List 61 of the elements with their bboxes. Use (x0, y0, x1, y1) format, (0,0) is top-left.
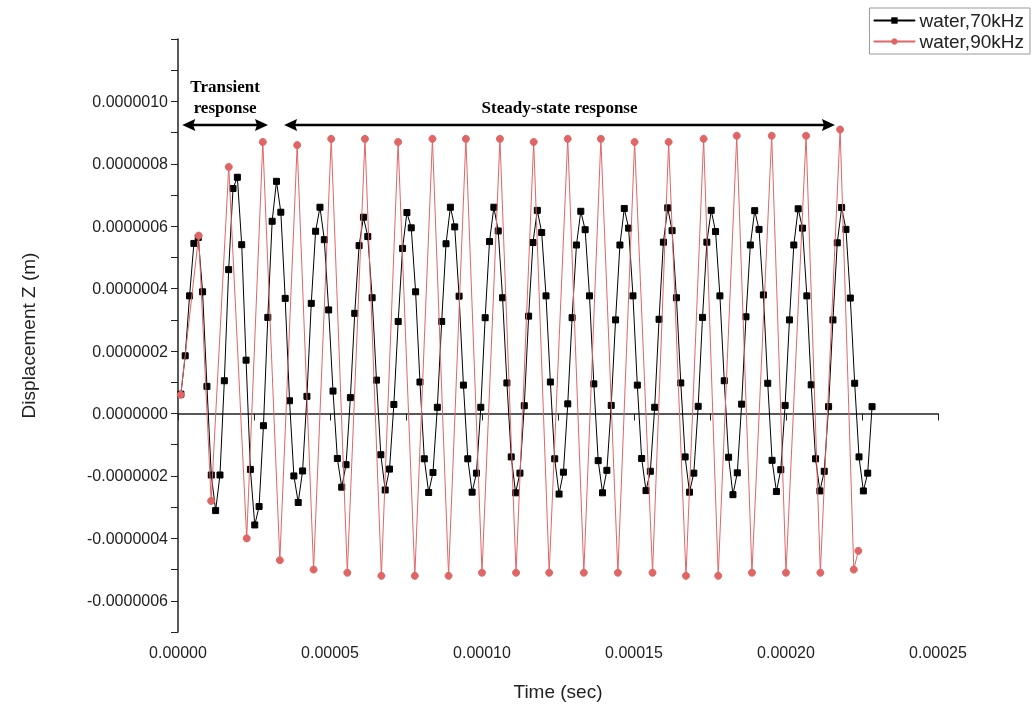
y-tick-label: 0.0000010 (92, 92, 169, 110)
point (613, 568, 622, 577)
point (699, 134, 708, 143)
point (782, 568, 790, 577)
legend-label: water,90kHz (918, 31, 1024, 52)
point (258, 138, 267, 146)
y-tick-label: 0.0000004 (92, 280, 169, 298)
y-tick-label: 0.0000008 (92, 155, 169, 173)
point (343, 568, 352, 577)
point (428, 134, 437, 143)
point (207, 496, 216, 505)
point (545, 568, 554, 577)
point (732, 131, 741, 140)
y-axis-title: Displacement Z (m) (18, 252, 39, 419)
point (836, 125, 845, 134)
point (410, 571, 419, 580)
point (377, 571, 386, 580)
point (293, 141, 302, 150)
x-tick-label: 0.00020 (757, 643, 816, 661)
point (309, 565, 318, 574)
point (681, 571, 690, 580)
point (478, 568, 486, 577)
point (648, 568, 657, 577)
point (563, 134, 572, 143)
x-tick-label: 0.00025 (909, 643, 968, 661)
point (767, 131, 776, 140)
point (360, 134, 369, 143)
point (242, 534, 251, 543)
point (664, 138, 673, 146)
annotation: Transient response (190, 76, 261, 117)
point (802, 131, 811, 140)
x-axis-title: Time (sec) (513, 681, 603, 702)
y-tick-label: -0.0000002 (87, 467, 169, 485)
point (714, 571, 723, 580)
point (816, 568, 825, 577)
point (854, 546, 863, 555)
y-tick-label: 0.0000006 (92, 217, 169, 235)
point (747, 568, 756, 577)
y-tick-label: -0.0000004 (87, 529, 169, 547)
point (512, 568, 521, 577)
point (444, 571, 453, 580)
point (394, 138, 403, 146)
legend-label: water,70kHz (918, 10, 1024, 31)
point (327, 134, 336, 143)
point (630, 138, 639, 146)
point (224, 162, 233, 171)
point (495, 134, 504, 143)
point (579, 568, 588, 577)
annotation: Steady-state response (481, 97, 638, 117)
y-tick-label: -0.0000006 (87, 592, 169, 610)
x-tick-label: 0.00005 (301, 643, 360, 661)
x-tick-label: 0.00000 (149, 643, 208, 661)
point (275, 556, 284, 565)
point (849, 565, 858, 574)
y-tick-label: 0.0000002 (92, 342, 169, 360)
point (461, 134, 470, 143)
x-tick-label: 0.00015 (605, 643, 664, 661)
point (529, 138, 538, 146)
point (596, 134, 605, 143)
x-tick-label: 0.00010 (453, 643, 512, 661)
y-tick-label: 0.0000000 (92, 405, 169, 423)
